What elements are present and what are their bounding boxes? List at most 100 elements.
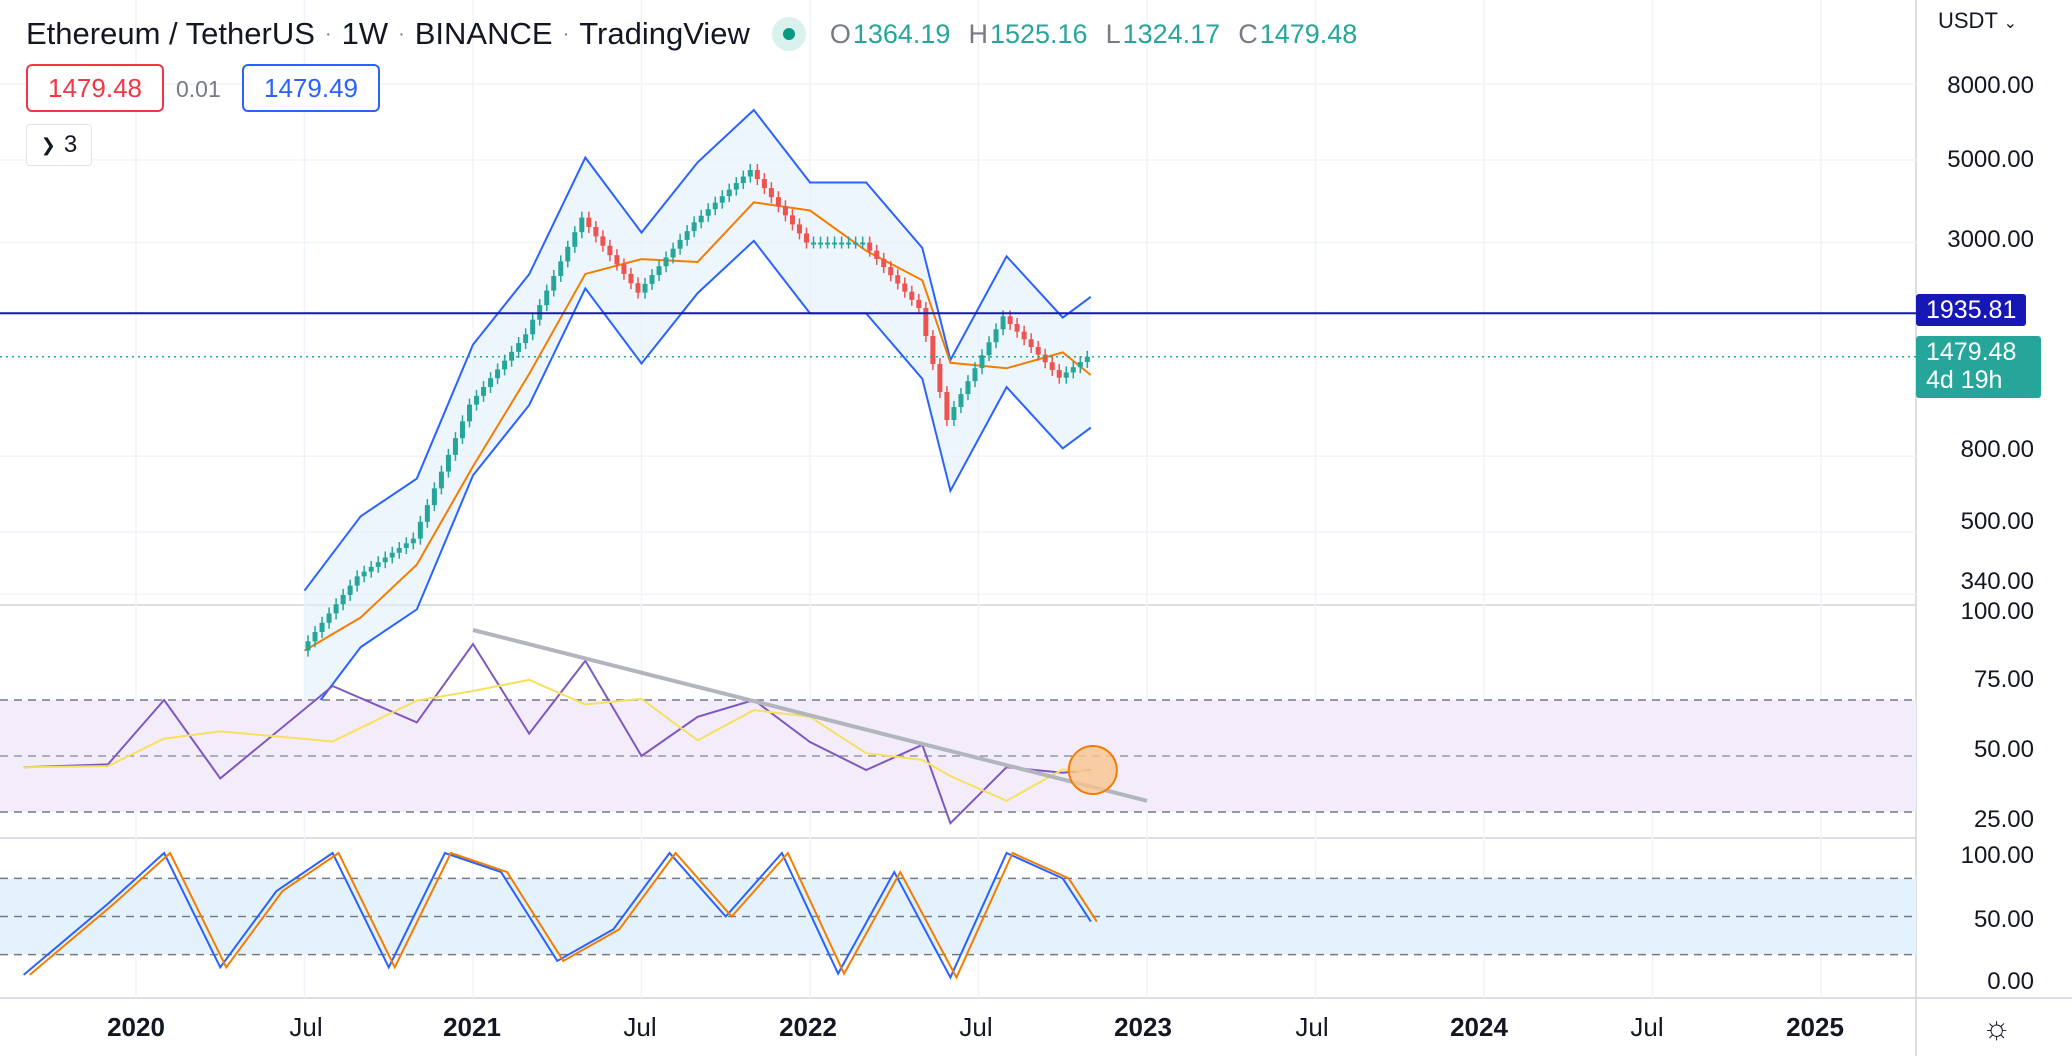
candle-body [417,521,423,539]
indicator-count: 3 [63,131,78,158]
open-key: O [829,18,851,49]
candle-body [551,275,557,291]
candle-body [642,283,648,293]
candle-body [628,273,634,284]
candle-body [698,215,704,223]
stoch-d-line [29,851,1098,980]
last-price: 1479.48 [1926,338,2017,366]
exchange-label: BINANCE [414,16,553,51]
candle-body [782,206,788,216]
price-axis-label: 5000.00 [1947,146,2034,173]
candle-body [586,217,592,228]
candle-body [305,641,311,651]
currency-selector[interactable]: USDT ⌄ [1938,8,2017,34]
candle-body [747,169,753,177]
time-axis-label: 2021 [443,1012,501,1042]
candle-body [895,275,901,284]
candle-body [635,283,641,293]
candle-body [474,395,480,405]
candle-body [1049,362,1055,370]
candle-body [663,257,669,267]
candle-body [368,566,374,572]
candle-body [923,308,929,337]
candle-body [775,197,781,207]
candle-body [902,283,908,292]
rsi-axis-label: 25.00 [1973,806,2034,833]
price-axis-label: 500.00 [1960,508,2034,535]
candle-body [459,421,465,439]
high-key: H [968,18,988,49]
candle-body [1056,369,1062,378]
level-price-tag[interactable]: 1935.81 [1916,294,2027,326]
stoch-axis-label: 50.00 [1973,906,2034,933]
bollinger-lower-line [303,239,1092,722]
settings-gear-icon[interactable]: ☼ [1982,1009,2012,1045]
candle-body [958,394,964,408]
candle-body [319,622,325,633]
time-axis-label: 2025 [1786,1012,1844,1042]
candle-body [382,557,388,563]
candle-body [811,242,817,245]
separator: · [324,22,332,45]
candle-body [691,222,697,232]
low-key: L [1105,18,1121,49]
candle-body [502,360,508,370]
last-price-tag[interactable]: 1479.48 4d 19h [1916,336,2041,398]
candle-body [1042,354,1048,363]
candle-body [740,176,746,184]
separator: · [398,22,405,45]
candle-body [361,571,367,577]
separator: · [562,22,570,45]
interval-label[interactable]: 1W [341,16,389,51]
candle-body [684,231,690,240]
candle-body [803,233,809,243]
ohlc-values: O1364.19 H1525.16 L1324.17 C1479.48 [830,19,1357,50]
candle-body [1063,372,1069,378]
candle-body [544,290,550,306]
symbol-name[interactable]: Ethereum / TetherUS [26,16,315,51]
candle-body [1014,323,1020,332]
candle-body [979,355,985,369]
bollinger-band-fill [304,109,1091,722]
indicator-collapse-button[interactable]: ❯ 3 [26,124,92,166]
candle-body [572,232,578,247]
candle-body [495,369,501,379]
candle-body [389,552,395,558]
bollinger-upper-line [303,108,1092,592]
candle-body [705,209,711,216]
candle-body [853,242,859,245]
candle-body [993,329,999,343]
candle-body [523,334,529,344]
buy-button[interactable]: 1479.49 [242,64,380,112]
open-value: 1364.19 [852,18,951,49]
price-axis-label: 340.00 [1960,568,2034,595]
time-axis-label: 2020 [107,1012,165,1042]
candle-body [1035,346,1041,355]
candle-body [1070,367,1076,373]
time-axis-label: Jul [1295,1012,1329,1042]
candle-body [1007,316,1013,324]
chevron-down-icon: ⌄ [2003,15,2018,32]
candle-body [656,266,662,276]
low-value: 1324.17 [1122,18,1221,49]
close-key: C [1238,18,1258,49]
market-open-icon[interactable] [771,17,806,51]
candle-body [874,250,880,259]
moving-average-line [303,201,1092,652]
rsi-line [23,642,1091,826]
highlight-circle [1067,745,1118,795]
time-axis-label: Jul [959,1012,993,1042]
sell-button[interactable]: 1479.48 [26,64,164,112]
candle-body [951,407,957,421]
candle-body [452,438,458,455]
candle-body [333,604,339,614]
source-label: TradingView [579,16,750,51]
candle-body [867,242,873,251]
candle-body [438,471,444,489]
candle-body [621,264,627,274]
candle-body [670,248,676,258]
price-axis-label: 8000.00 [1947,72,2034,99]
candle-body [600,236,606,246]
time-axis-label: 2023 [1114,1012,1172,1042]
